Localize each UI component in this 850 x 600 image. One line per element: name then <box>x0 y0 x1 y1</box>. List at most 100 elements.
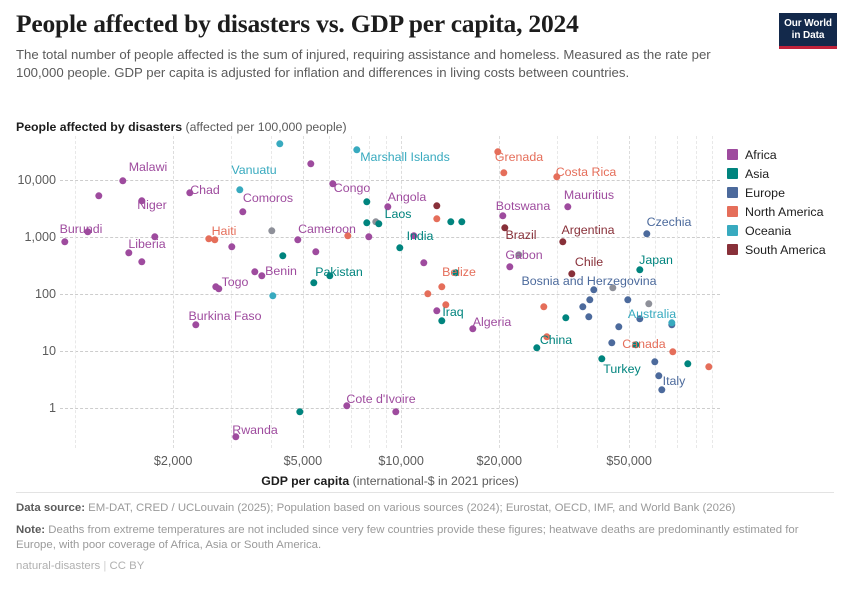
legend-item-north-america[interactable]: North America <box>727 202 845 221</box>
scatter-point-congo[interactable] <box>329 180 337 188</box>
scatter-point-argentina[interactable] <box>559 238 567 246</box>
scatter-point-laos[interactable] <box>375 220 383 228</box>
scatter-point[interactable] <box>268 227 276 235</box>
scatter-point[interactable] <box>312 248 320 256</box>
scatter-point[interactable] <box>363 198 371 206</box>
scatter-point-liberia[interactable] <box>125 249 133 257</box>
scatter-point-iraq[interactable] <box>438 317 446 325</box>
scatter-point[interactable] <box>433 215 441 223</box>
scatter-point-angola[interactable] <box>384 203 392 211</box>
scatter-point[interactable] <box>211 236 219 244</box>
scatter-point[interactable] <box>442 301 450 309</box>
scatter-point-bosnia-and-herzegovina[interactable] <box>590 286 598 294</box>
scatter-point-rwanda[interactable] <box>232 433 240 441</box>
scatter-point[interactable] <box>420 259 428 267</box>
our-world-in-data-logo[interactable]: Our World in Data <box>779 13 837 49</box>
scatter-point-australia[interactable] <box>668 319 676 327</box>
scatter-point-togo[interactable] <box>215 285 223 293</box>
scatter-point[interactable] <box>269 292 277 300</box>
scatter-point-malawi[interactable] <box>119 177 127 185</box>
scatter-point-turkey[interactable] <box>598 355 606 363</box>
scatter-point[interactable] <box>515 251 523 259</box>
scatter-point[interactable] <box>326 272 334 280</box>
scatter-point[interactable] <box>645 300 653 308</box>
legend-item-asia[interactable]: Asia <box>727 164 845 183</box>
scatter-point-grenada[interactable] <box>494 148 502 156</box>
scatter-point-italy[interactable] <box>658 386 666 394</box>
scatter-point[interactable] <box>276 140 284 148</box>
scatter-point[interactable] <box>615 323 623 331</box>
scatter-point[interactable] <box>84 228 92 236</box>
scatter-point-cote-d-ivoire[interactable] <box>343 402 351 410</box>
scatter-point[interactable] <box>447 218 455 226</box>
license-label[interactable]: CC BY <box>109 559 145 572</box>
scatter-point[interactable] <box>655 372 663 380</box>
scatter-point[interactable] <box>705 363 713 371</box>
scatter-point-algeria[interactable] <box>469 325 477 333</box>
scatter-point-india[interactable] <box>396 244 404 252</box>
scatter-point[interactable] <box>228 243 236 251</box>
scatter-point[interactable] <box>279 252 287 260</box>
chart-slug[interactable]: natural-disasters <box>16 559 101 572</box>
scatter-point[interactable] <box>586 296 594 304</box>
scatter-point[interactable] <box>95 192 103 200</box>
scatter-point[interactable] <box>540 303 548 311</box>
scatter-point[interactable] <box>363 219 371 227</box>
scatter-point-canada[interactable] <box>669 348 677 356</box>
scatter-point-benin[interactable] <box>258 272 266 280</box>
scatter-point[interactable] <box>251 268 259 276</box>
scatter-plot-canvas[interactable]: 1 10 100 1,000 10,000 $2,000 $5,000 $10,000 $20,… <box>17 136 720 468</box>
scatter-point[interactable] <box>500 169 508 177</box>
scatter-point[interactable] <box>365 233 373 241</box>
legend-item-south-america[interactable]: South America <box>727 240 845 259</box>
scatter-point-botswana[interactable] <box>499 212 507 220</box>
scatter-point[interactable] <box>608 339 616 347</box>
scatter-point[interactable] <box>410 232 418 240</box>
scatter-point[interactable] <box>138 258 146 266</box>
scatter-point-burundi[interactable] <box>61 238 69 246</box>
scatter-point[interactable] <box>651 358 659 366</box>
scatter-point[interactable] <box>624 296 632 304</box>
scatter-point[interactable] <box>562 314 570 322</box>
scatter-point-pakistan[interactable] <box>310 279 318 287</box>
scatter-point-costa-rica[interactable] <box>553 173 561 181</box>
scatter-point-japan[interactable] <box>636 266 644 274</box>
scatter-point-cameroon[interactable] <box>294 236 302 244</box>
scatter-point-china[interactable] <box>533 344 541 352</box>
scatter-point-niger[interactable] <box>138 197 146 205</box>
scatter-point-marshall-islands[interactable] <box>353 146 361 154</box>
legend-item-africa[interactable]: Africa <box>727 145 845 164</box>
scatter-point[interactable] <box>433 202 441 210</box>
scatter-point-brazil[interactable] <box>501 224 509 232</box>
legend-item-europe[interactable]: Europe <box>727 183 845 202</box>
scatter-point[interactable] <box>344 232 352 240</box>
scatter-point[interactable] <box>585 313 593 321</box>
scatter-point-haiti[interactable] <box>205 235 213 243</box>
scatter-point[interactable] <box>543 333 551 341</box>
scatter-point[interactable] <box>296 408 304 416</box>
scatter-point[interactable] <box>452 269 460 277</box>
scatter-point-czechia[interactable] <box>643 230 651 238</box>
scatter-point-vanuatu[interactable] <box>236 186 244 194</box>
scatter-point[interactable] <box>609 284 617 292</box>
scatter-point[interactable] <box>392 408 400 416</box>
scatter-point[interactable] <box>458 218 466 226</box>
scatter-point-chad[interactable] <box>186 189 194 197</box>
scatter-point[interactable] <box>307 160 315 168</box>
scatter-point-mauritius[interactable] <box>564 203 572 211</box>
scatter-point[interactable] <box>579 303 587 311</box>
legend-swatch-icon <box>727 168 738 179</box>
legend-item-oceania[interactable]: Oceania <box>727 221 845 240</box>
scatter-point[interactable] <box>433 307 441 315</box>
scatter-point[interactable] <box>151 233 159 241</box>
scatter-point[interactable] <box>632 341 640 349</box>
scatter-point[interactable] <box>636 315 644 323</box>
scatter-point-comoros[interactable] <box>239 208 247 216</box>
scatter-point-belize[interactable] <box>438 283 446 291</box>
region-legend[interactable]: Africa Asia Europe North America Oceania Sout… <box>727 145 845 259</box>
scatter-point[interactable] <box>684 360 692 368</box>
scatter-point[interactable] <box>424 290 432 298</box>
scatter-point-chile[interactable] <box>568 270 576 278</box>
scatter-point-gabon[interactable] <box>506 263 514 271</box>
scatter-point-burkina-faso[interactable] <box>192 321 200 329</box>
